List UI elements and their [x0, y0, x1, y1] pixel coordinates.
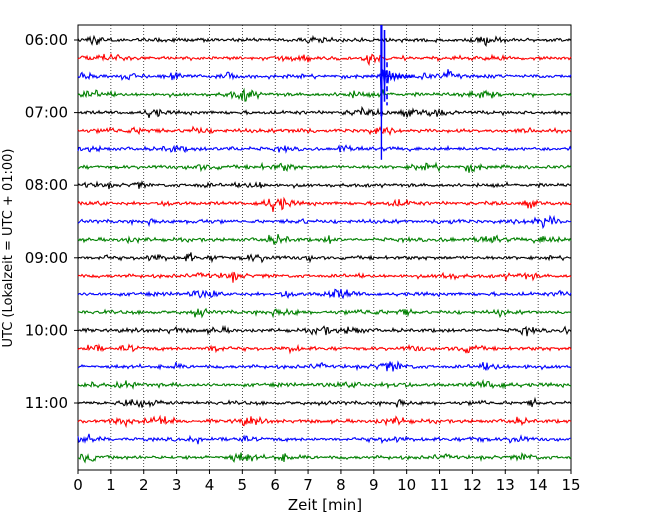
- trace-line: [77, 34, 572, 48]
- event-coda: [379, 68, 414, 90]
- earthquake-event: [379, 25, 414, 160]
- trace-line: [77, 144, 572, 154]
- plot-area: [77, 24, 572, 471]
- trace-line: [77, 105, 572, 118]
- vertical-grid: [110, 25, 539, 470]
- x-tick-label: 13: [496, 476, 515, 494]
- x-tick-label: 9: [369, 476, 379, 494]
- x-tick-label: 3: [172, 476, 182, 494]
- trace-line: [77, 307, 572, 319]
- y-tick-label: 11:00: [25, 394, 68, 412]
- x-tick-label: 10: [397, 476, 416, 494]
- x-tick-label: 8: [336, 476, 346, 494]
- y-tick-label: 10:00: [25, 321, 68, 339]
- trace-line: [77, 271, 572, 283]
- x-axis-ticks: 0 1 2 3 4 5 6 7 8 9 10 11 12 13 14 15: [73, 470, 581, 494]
- trace-line: [77, 196, 572, 212]
- trace-line: [77, 378, 572, 390]
- y-tick-label: 09:00: [25, 249, 68, 267]
- x-tick-label: 11: [430, 476, 449, 494]
- seismic-traces: [77, 34, 572, 464]
- x-axis-label: Zeit [min]: [288, 496, 362, 514]
- trace-line: [77, 360, 572, 372]
- trace-line: [77, 252, 572, 264]
- trace-line: [77, 161, 572, 173]
- trace-line: [77, 214, 572, 230]
- trace-line: [77, 69, 572, 81]
- x-tick-label: 2: [139, 476, 149, 494]
- trace-line: [77, 414, 572, 429]
- x-tick-label: 4: [205, 476, 215, 494]
- trace-line: [77, 180, 572, 190]
- x-tick-label: 5: [238, 476, 248, 494]
- x-tick-label: 0: [73, 476, 83, 494]
- trace-line: [77, 452, 572, 464]
- plot-frame: [77, 24, 572, 471]
- trace-line: [77, 433, 572, 445]
- x-tick-label: 7: [303, 476, 313, 494]
- x-tick-label: 6: [270, 476, 280, 494]
- trace-line: [77, 125, 572, 136]
- y-tick-label: 06:00: [25, 31, 68, 49]
- y-axis-label: UTC (Lokalzeit = UTC + 01:00): [1, 149, 16, 348]
- x-tick-label: 14: [529, 476, 548, 494]
- trace-line: [77, 324, 572, 337]
- y-axis-ticks: 06:00 07:00 08:00 09:00 10:00 11:00: [25, 31, 78, 412]
- y-tick-label: 07:00: [25, 104, 68, 122]
- trace-line: [77, 233, 572, 245]
- trace-line: [77, 52, 572, 67]
- trace-line: [77, 396, 572, 409]
- x-tick-label: 1: [106, 476, 116, 494]
- trace-line: [77, 343, 572, 355]
- y-tick-label: 08:00: [25, 176, 68, 194]
- x-tick-label: 15: [561, 476, 580, 494]
- trace-line: [77, 288, 572, 300]
- x-tick-label: 12: [463, 476, 482, 494]
- trace-line: [77, 87, 572, 102]
